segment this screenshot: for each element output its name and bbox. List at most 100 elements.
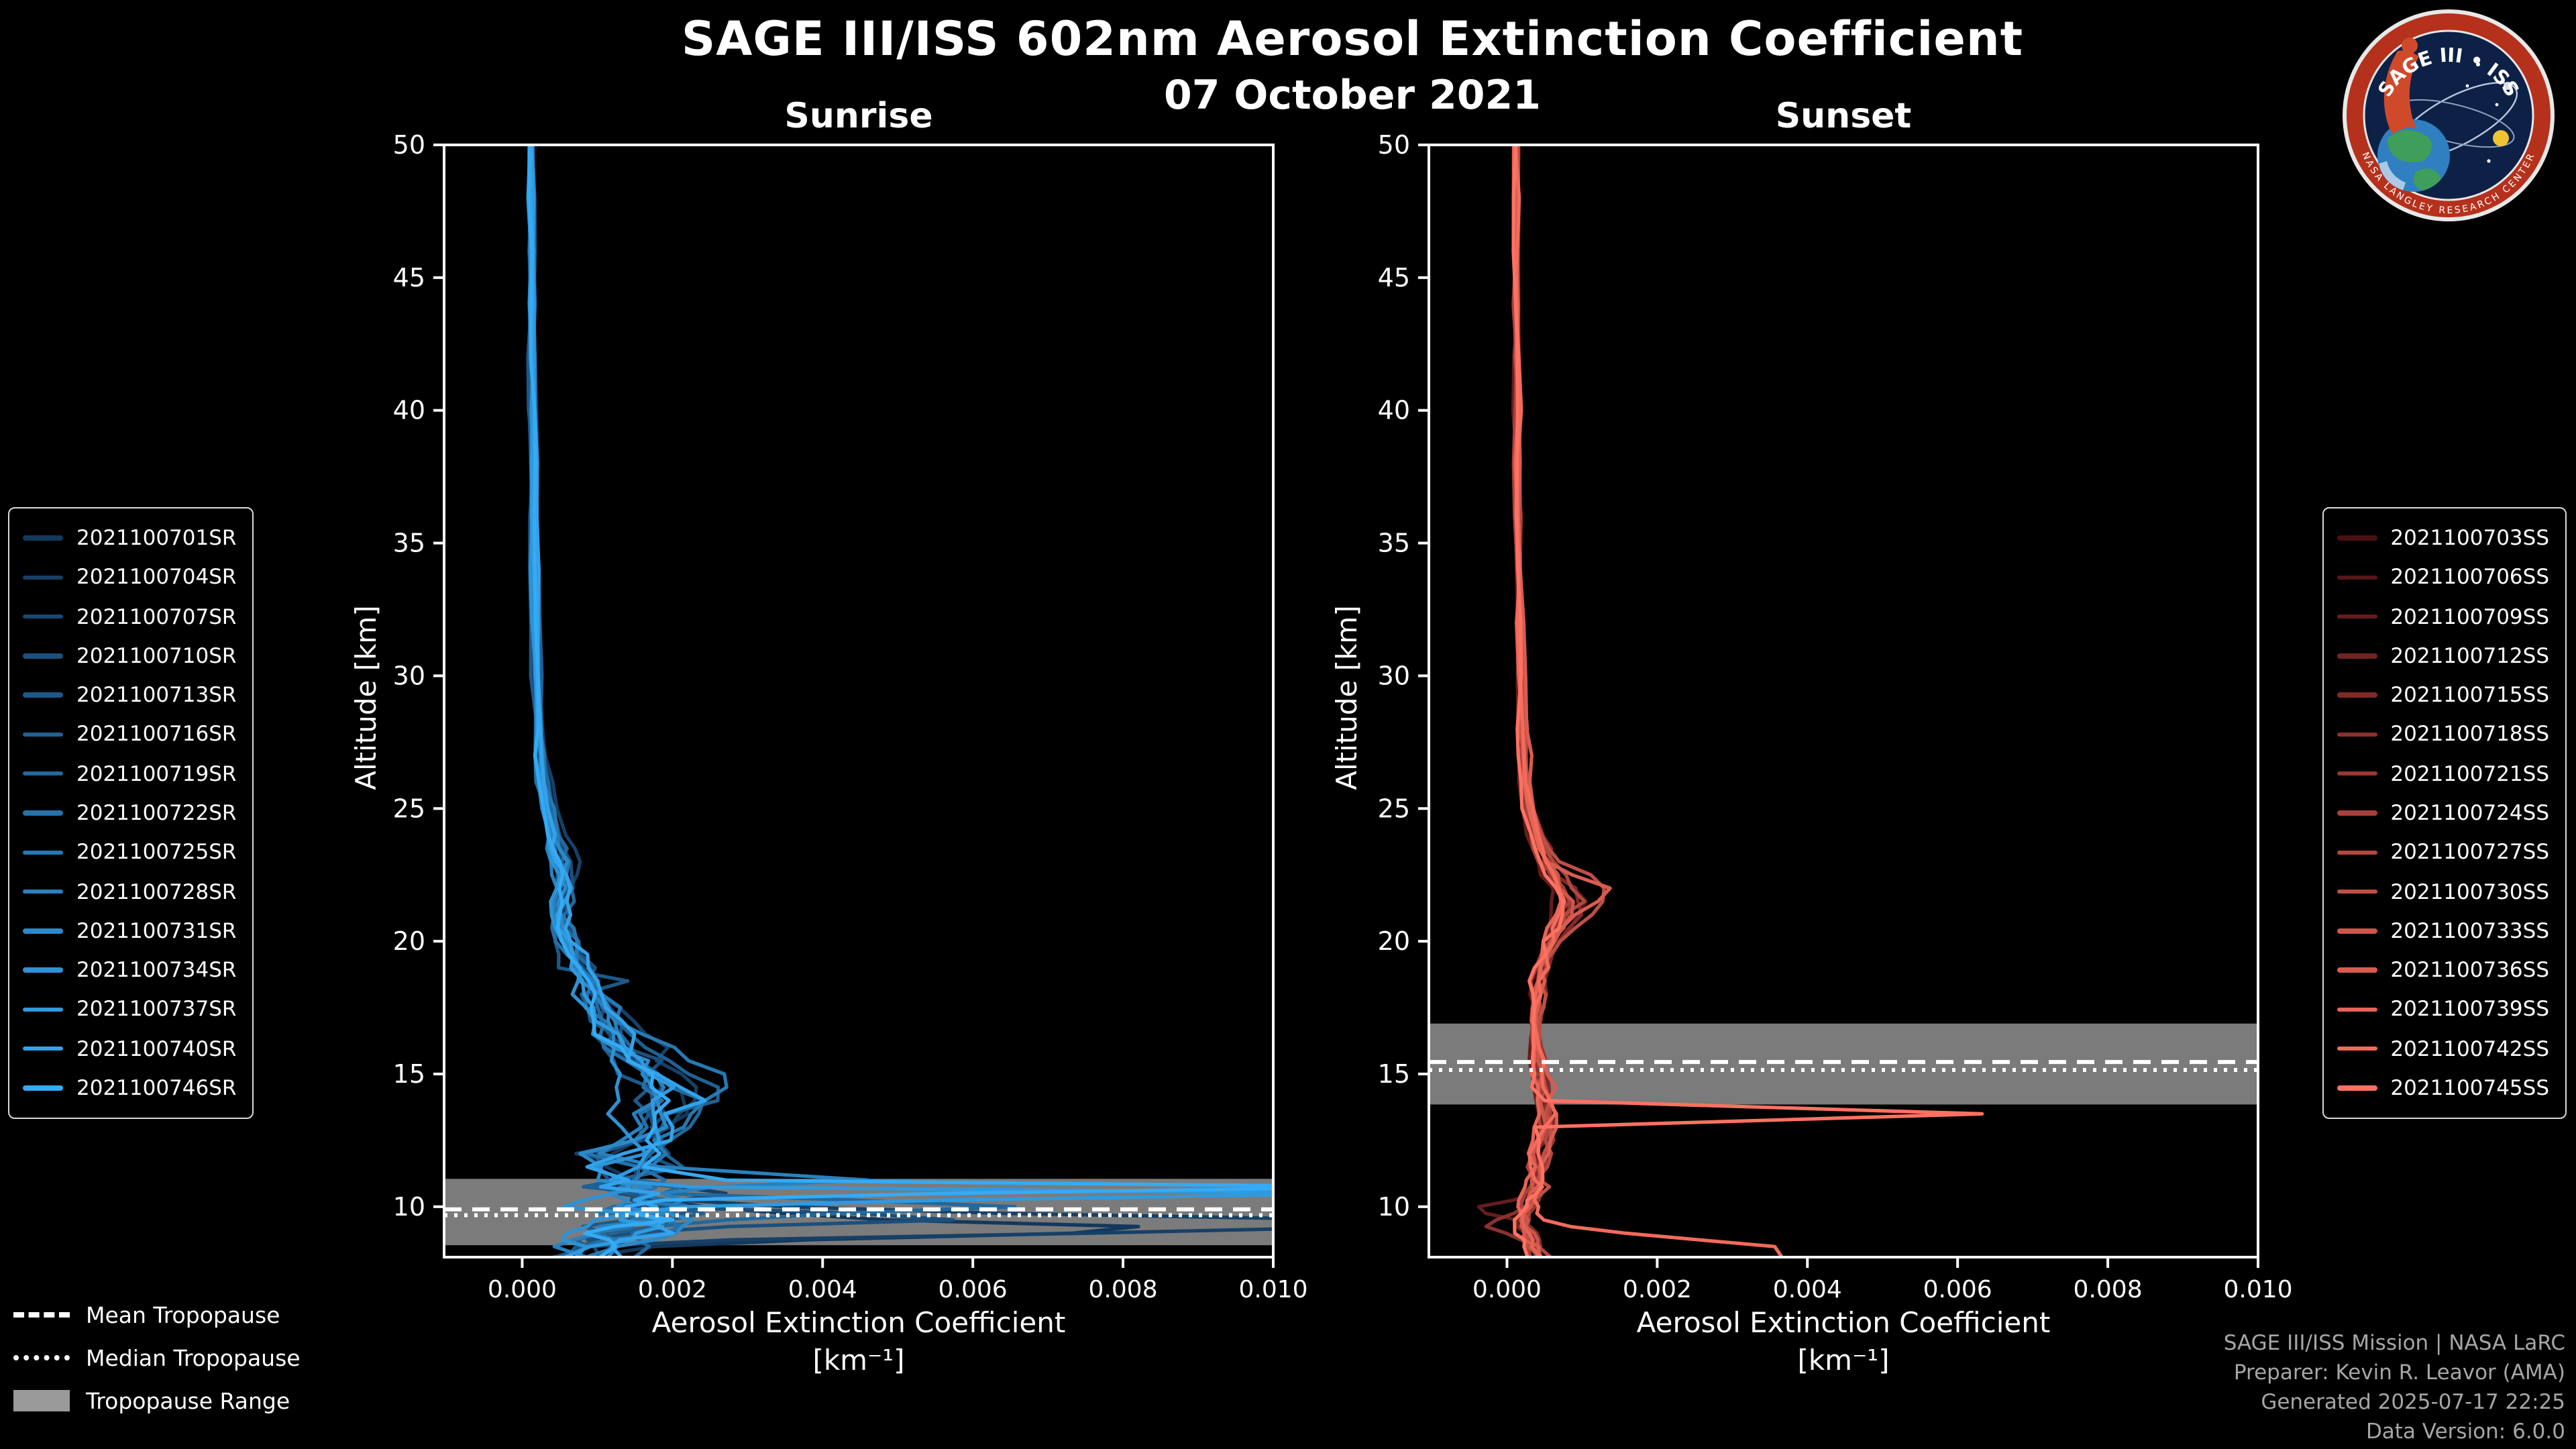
legend-line-swatch (2337, 889, 2377, 894)
legend-line-swatch (2337, 1085, 2377, 1091)
legend-label: 2021100716SR (76, 722, 237, 747)
x-tick-label: 0.006 (938, 1276, 1008, 1303)
legend-label: 2021100712SS (2390, 643, 2549, 668)
legend-label: 2021100707SR (76, 604, 237, 629)
profile-line-2021100716SR (527, 145, 720, 1257)
x-tick-label: 0.006 (1923, 1276, 1992, 1303)
tropopause-legend: Mean Tropopause Median Tropopause Tropopau… (13, 1299, 301, 1417)
legend-item: 2021100733SS (2337, 912, 2549, 950)
y-tick-label: 10 (393, 1192, 425, 1222)
x-tick-label: 0.002 (1623, 1276, 1692, 1303)
legend-line-swatch (2337, 928, 2377, 934)
legend-label: 2021100704SR (76, 565, 237, 590)
x-axis-label-sunrise: Aerosol Extinction Coefficient (651, 1307, 1066, 1339)
legend-line-swatch (23, 1085, 63, 1091)
legend-item: 2021100731SR (23, 912, 236, 950)
sun-icon (2493, 130, 2509, 146)
legend-item: 2021100707SR (23, 598, 236, 635)
x-tick-label: 0.008 (2074, 1276, 2143, 1303)
star-icon (2465, 84, 2469, 88)
legend-item: 2021100718SS (2337, 716, 2549, 753)
credit-data-version: Data Version: 6.0.0 (2365, 1419, 2565, 1444)
legend-line-swatch (2337, 535, 2377, 541)
legend-item: 2021100713SR (23, 676, 236, 714)
figure-title: SAGE III/ISS 602nm Aerosol Extinction Co… (681, 13, 2024, 67)
x-tick-label: 0.010 (2223, 1276, 2292, 1303)
legend-item: 2021100709SS (2337, 598, 2549, 635)
axes-frame (1428, 144, 2259, 1258)
legend-item: 2021100746SR (23, 1069, 236, 1107)
y-tick-label: 45 (1378, 263, 1410, 292)
tropopause-legend-item: Mean Tropopause (13, 1299, 301, 1331)
legend-item: 2021100740SR (23, 1030, 236, 1067)
legend-line-swatch (2337, 1007, 2377, 1012)
figure-head-icon (2402, 38, 2418, 54)
legend-item: 2021100737SR (23, 991, 236, 1028)
legend-label: 2021100746SR (76, 1075, 237, 1100)
sunrise-plot: 0.000 0.002 0.004 0.006 0.008 0.010 10 15 20 25 30… (393, 130, 1308, 1303)
legend-line-swatch (23, 1046, 63, 1051)
legend-line-swatch (23, 692, 63, 698)
y-axis-label-sunrise: Altitude [km] (350, 605, 382, 790)
legend-label: 2021100710SR (76, 643, 237, 668)
y-tick-label: 20 (393, 926, 425, 956)
legend-line-swatch (2337, 850, 2377, 855)
y-tick-label: 50 (393, 130, 425, 160)
x-axis-units-sunrise: [km⁻¹] (812, 1344, 905, 1377)
legend-line-swatch (2337, 692, 2377, 698)
legend-label: 2021100718SS (2390, 722, 2549, 747)
y-tick-label: 25 (393, 794, 425, 823)
legend-label: 2021100709SS (2390, 604, 2549, 629)
dashed-swatch (13, 1312, 70, 1318)
axes-frame (443, 144, 1275, 1258)
profile-line-2021100728SR (529, 145, 871, 1257)
credits-block: SAGE III/ISS Mission | NASA LaRC Prepare… (2224, 1328, 2565, 1446)
legend-line-swatch (2337, 1046, 2377, 1051)
y-tick-label: 15 (1378, 1059, 1410, 1089)
y-tick-label: 50 (1378, 130, 1410, 160)
tropopause-legend-label: Median Tropopause (86, 1345, 301, 1371)
x-tick-label: 0.008 (1089, 1276, 1158, 1303)
legend-label: 2021100728SR (76, 879, 237, 904)
legend-label: 2021100724SS (2390, 800, 2549, 825)
profile-line-2021100746SR (527, 145, 1273, 1257)
star-icon (2476, 62, 2480, 66)
legend-line-swatch (23, 1007, 63, 1012)
legend-line-swatch (2337, 967, 2377, 973)
legend-line-swatch (23, 535, 63, 541)
legend-label: 2021100715SS (2390, 683, 2549, 708)
sunset-plot: 0.000 0.002 0.004 0.006 0.008 0.010 10 15 20 25 30… (1378, 130, 2293, 1303)
legend-item: 2021100715SS (2337, 676, 2549, 714)
profile-line-2021100713SR (526, 145, 692, 1257)
y-tick-label: 35 (393, 529, 425, 558)
x-tick-label: 0.004 (788, 1276, 857, 1303)
profile-line-2021100745SS (1511, 145, 1984, 1257)
profile-line-2021100740SR (529, 145, 707, 1257)
legend-label: 2021100721SS (2390, 761, 2549, 786)
legend-line-swatch (2337, 614, 2377, 619)
legend-line-swatch (2337, 810, 2377, 816)
legend-label: 2021100739SS (2390, 997, 2549, 1022)
legend-line-swatch (23, 850, 63, 855)
y-tick-label: 30 (393, 661, 425, 690)
sage-iii-iss-logo: SAGE III • ISS NASA LANGLEY RESEARCH CEN… (2343, 9, 2555, 221)
legend-label: 2021100725SR (76, 840, 237, 865)
earth-landmasses (2379, 129, 2441, 191)
profile-line-2021100719SR (530, 145, 1017, 1257)
profile-line-2021100710SR (527, 145, 955, 1257)
x-tick-label: 0.002 (638, 1276, 707, 1303)
legend-item: 2021100706SS (2337, 559, 2549, 596)
star-icon (2487, 159, 2491, 163)
legend-item: 2021100734SR (23, 951, 236, 989)
legend-line-swatch (23, 967, 63, 973)
legend-item: 2021100728SR (23, 873, 236, 910)
legend-item: 2021100724SS (2337, 794, 2549, 832)
legend-item: 2021100727SS (2337, 834, 2549, 871)
figure-date: 07 October 2021 (1164, 72, 1541, 119)
credit-generated: Generated 2025-07-17 22:25 (2261, 1390, 2565, 1414)
legend-label: 2021100701SR (76, 526, 237, 550)
tropopause-legend-label: Mean Tropopause (86, 1302, 280, 1328)
y-tick-label: 45 (393, 263, 425, 292)
legend-item: 2021100721SS (2337, 755, 2549, 792)
